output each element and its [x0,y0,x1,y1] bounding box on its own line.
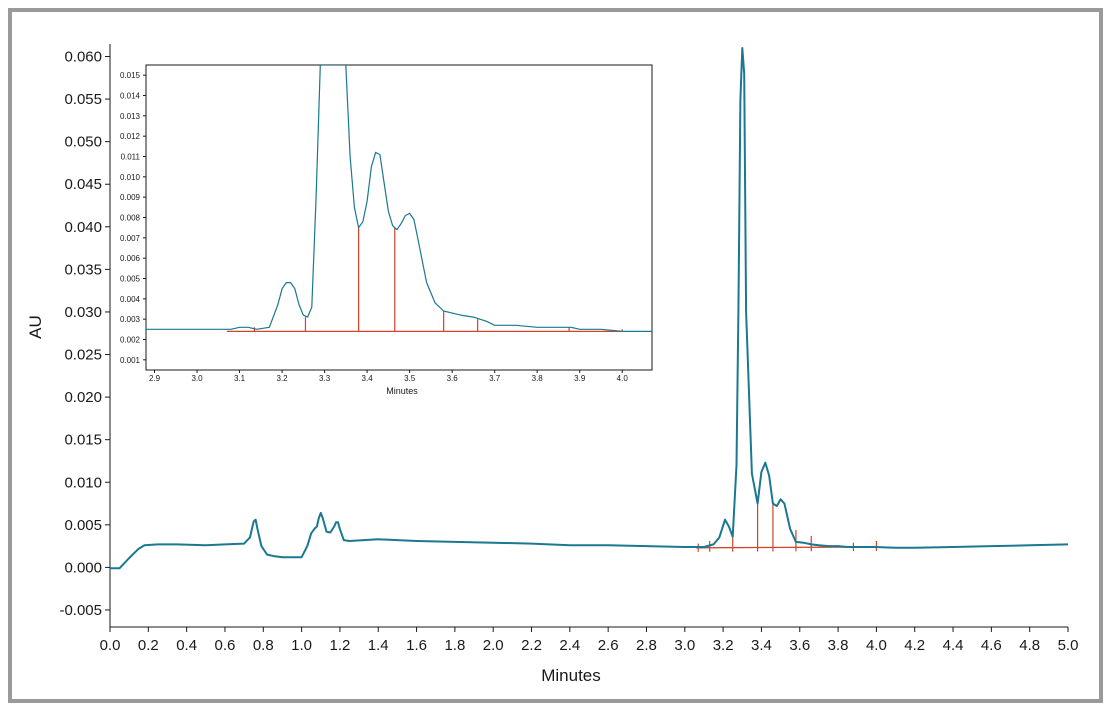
inset-y-tick-label: 0.013 [120,112,141,121]
main-x-tick-label: 3.8 [828,637,849,654]
inset-y-tick-label: 0.010 [120,173,141,182]
main-x-tick-label: 3.2 [713,637,734,654]
inset-x-axis-title: Minutes [386,386,418,396]
main-x-tick-label: 3.6 [789,637,810,654]
main-x-tick-label: 2.2 [521,637,542,654]
inset-x-tick-label: 4.0 [617,374,629,383]
inset-x-tick-label: 3.3 [319,374,331,383]
inset-y-tick-label: 0.015 [120,71,141,80]
main-y-tick-label: 0.060 [64,49,102,66]
inset-x-tick-label: 3.4 [362,374,374,383]
inset-plot: 2.9 3.0 3.1 3.2 3.3 3.4 3.5 3.6 3.7 3.8 3.9 4.0 0.00… [120,64,653,383]
inset-y-tick-label: 0.008 [120,214,141,223]
main-x-tick-label: 4.4 [943,637,964,654]
inset-y-tick-label: 0.009 [120,193,141,202]
main-x-tick-label: 2.8 [636,637,657,654]
inset-x-tick-label: 3.1 [234,374,246,383]
main-x-tick-label: 0.4 [176,637,197,654]
main-x-tick-label: 2.0 [483,637,504,654]
inset-x-tick-label: 3.5 [404,374,416,383]
inset-y-tick-label: 0.014 [120,92,141,101]
main-x-tick-label: 0.2 [138,637,159,654]
main-y-tick-label: 0.015 [64,432,102,449]
inset-y-tick-label: 0.006 [120,254,141,263]
main-x-axis-title: Minutes [541,666,601,685]
main-x-tick-label: 4.0 [866,637,887,654]
inset-x-tick-label: 3.2 [277,374,289,383]
main-plot: 0.0 0.2 0.4 0.6 0.8 1.0 1.2 1.4 1.6 1.8 2.0 2.2 2.4 2… [59,44,1078,654]
inset-x-tick-label: 3.6 [447,374,459,383]
main-x-tick-label: 2.4 [559,637,580,654]
main-x-tick-label: 0.0 [100,637,121,654]
main-signal-trace [110,47,1068,570]
inset-signal-trace [146,65,652,332]
main-x-tick-label: 4.6 [981,637,1002,654]
inset-y-tick-label: 0.004 [120,295,141,304]
main-x-tick-label: 1.2 [329,637,350,654]
main-x-tick-label: 1.4 [368,637,389,654]
main-x-tick-label: 0.8 [253,637,274,654]
main-x-tick-label: 4.2 [904,637,925,654]
main-y-tick-label: 0.050 [64,134,102,151]
inset-x-tick-label: 3.8 [532,374,544,383]
inset-x-tick-label: 3.7 [489,374,501,383]
inset-y-tick-label: 0.005 [120,275,141,284]
main-y-tick-label: 0.025 [64,347,102,364]
main-x-tick-label: 1.0 [291,637,312,654]
main-y-tick-label: 0.000 [64,559,102,576]
main-x-tick-label: 5.0 [1058,637,1079,654]
inset-x-tick-label: 3.9 [574,374,586,383]
inset-x-tick-label: 2.9 [149,374,161,383]
main-x-tick-label: 3.0 [674,637,695,654]
main-y-tick-label: 0.035 [64,261,102,278]
main-y-tick-label: 0.040 [64,219,102,236]
main-x-tick-label: 1.8 [444,637,465,654]
main-y-axis-title: AU [26,315,45,339]
main-x-tick-label: 0.6 [215,637,236,654]
main-y-tick-label: 0.030 [64,304,102,321]
inset-x-tick-label: 3.0 [191,374,203,383]
inset-y-tick-label: 0.003 [120,315,141,324]
main-y-tick-label: 0.010 [64,474,102,491]
inset-y-tick-label: 0.011 [121,153,141,162]
inset-y-tick-label: 0.001 [120,356,141,365]
main-y-tick-label: 0.055 [64,91,102,108]
main-y-tick-label: 0.005 [64,517,102,534]
main-x-tick-label: 3.4 [751,637,772,654]
main-y-tick-label: 0.020 [64,389,102,406]
inset-y-tick-label: 0.012 [120,132,141,141]
main-y-tick-label: 0.045 [64,176,102,193]
inset-y-tick-label: 0.002 [120,336,141,345]
inset-frame [145,64,653,371]
main-x-tick-label: 1.6 [406,637,427,654]
inset-y-tick-label: 0.007 [120,234,141,243]
main-x-tick-label: 4.8 [1019,637,1040,654]
main-x-tick-label: 2.6 [598,637,619,654]
main-y-tick-label: -0.005 [59,602,102,619]
